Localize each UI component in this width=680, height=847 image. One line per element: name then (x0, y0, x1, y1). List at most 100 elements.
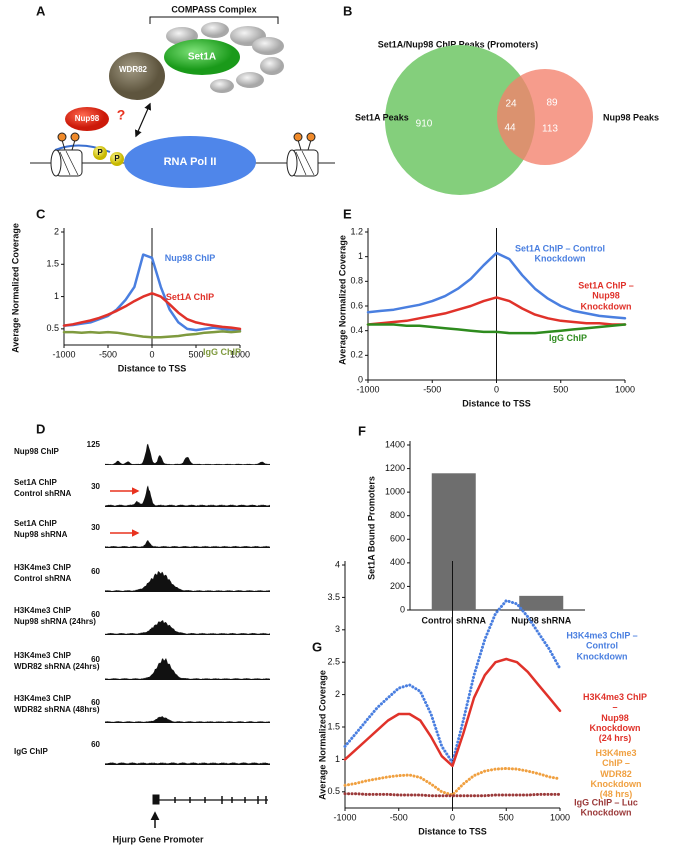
series-label: IgG ChIP (203, 346, 241, 357)
series-label: Set1A ChIP – Nup98 Knockdown (578, 280, 634, 312)
track-scale: 60 (91, 740, 100, 749)
track-label: Set1A ChIP Control shRNA (14, 478, 72, 498)
y-tick-label: 0 (400, 604, 405, 614)
phospho-label: P (114, 154, 120, 163)
gene-model (152, 794, 268, 805)
interaction-arrow (135, 102, 151, 138)
y-tick-label: 3 (335, 624, 340, 634)
panel-letter: D (36, 421, 45, 436)
venn-nup98 (497, 69, 593, 165)
series-line (343, 657, 562, 768)
wdr82-shape (109, 52, 165, 100)
track-label: Nup98 ChIP (14, 447, 59, 456)
track-signal (105, 762, 270, 765)
x-tick-label: -500 (423, 384, 441, 394)
y-tick-label: 1.5 (327, 721, 340, 731)
x-tick-label: 0 (494, 384, 499, 394)
venn-count: 910 (416, 119, 433, 130)
y-axis-title: Average Normalized Coverage (10, 223, 20, 353)
x-tick-label: 1000 (615, 384, 635, 394)
y-tick-label: 1.5 (46, 259, 59, 269)
venn-set1a (385, 45, 535, 195)
x-axis-title: Distance to TSS (118, 363, 187, 373)
complex-label: COMPASS Complex (171, 4, 256, 14)
x-tick-label: -1000 (356, 384, 379, 394)
track-signal (105, 620, 270, 635)
series-label: Nup98 ChIP (164, 252, 216, 263)
track-label: H3K4me3 ChIP WDR82 shRNA (48hrs) (14, 694, 100, 714)
track-scale: 60 (91, 698, 100, 707)
y-tick-label: 1200 (385, 463, 405, 473)
x-tick-label: 500 (553, 384, 568, 394)
x-tick-label: 0 (450, 812, 455, 822)
venn-count: 113 (542, 124, 558, 135)
panel-letter: F (358, 423, 366, 438)
bar (431, 473, 476, 610)
y-tick-label: 1 (54, 291, 59, 301)
set1a-shape (164, 39, 240, 75)
complex-blobs (166, 22, 284, 93)
panel-letter: B (343, 3, 352, 18)
x-tick-label: -1000 (333, 812, 356, 822)
track-scale: 60 (91, 567, 100, 576)
series-label: IgG ChIP – Luc Knockdown (574, 797, 638, 818)
wdr82-label: WDR82 (119, 65, 148, 74)
panel-letter: E (343, 206, 352, 221)
nup98-shape (65, 107, 109, 131)
y-tick-label: 200 (390, 581, 405, 591)
series-label: H3K4me3 ChIP – WDR82 Knockdown (48 hrs) (590, 748, 642, 800)
x-tick-label: 500 (499, 812, 514, 822)
series-line (366, 323, 627, 335)
series-label: H3K4me3 ChIP – Control Knockdown (566, 630, 638, 662)
series-label: Set1A ChIP – Control Knockdown (514, 243, 605, 264)
y-axis-title: Set1A Bound Promoters (366, 476, 376, 580)
panel-letter: G (312, 639, 322, 654)
series-label: IgG ChIP (549, 332, 587, 343)
track-scale: 60 (91, 610, 100, 619)
series-line (62, 253, 242, 332)
track-signal (105, 540, 270, 548)
y-tick-label: 600 (390, 534, 405, 544)
y-tick-label: 800 (390, 510, 405, 520)
track-signal (105, 571, 270, 592)
x-tick-label: -500 (390, 812, 408, 822)
nup98-label: Nup98 (75, 114, 100, 123)
track-signal (105, 716, 270, 723)
y-tick-label: 0.5 (46, 323, 59, 333)
series-line (366, 251, 627, 320)
panel-letter: C (36, 206, 46, 221)
x-tick-label: 0 (149, 349, 154, 359)
venn-right-label: Nup98 Peaks (603, 112, 659, 122)
y-tick-label: 0.4 (350, 325, 363, 335)
pol-shape (124, 136, 256, 188)
bar (519, 595, 564, 610)
series-line (62, 330, 242, 339)
venn-left-label: Set1A Peaks (355, 112, 409, 122)
y-tick-label: 3.5 (327, 592, 340, 602)
question-mark: ? (117, 107, 126, 123)
y-tick-label: 1400 (385, 439, 405, 449)
y-tick-label: 0.8 (350, 276, 363, 286)
y-tick-label: 1000 (385, 487, 405, 497)
y-tick-label: 4 (335, 559, 340, 569)
series-line (62, 292, 242, 331)
panel-d: D Hjurp Gene Promoter (36, 421, 268, 844)
track-signal (105, 658, 270, 680)
track-scale: 30 (91, 482, 100, 491)
track-label: H3K4me3 ChIP Control shRNA (14, 563, 72, 583)
set1a-label: Set1A (188, 52, 216, 63)
x-tick-label: Nup98 shRNA (511, 615, 572, 625)
x-axis-title: Distance to TSS (462, 398, 531, 408)
y-axis-title: Average Normalized Coverage (337, 235, 347, 365)
track-label: H3K4me3 ChIP WDR82 shRNA (24hrs) (14, 651, 100, 671)
x-tick-label: -1000 (52, 349, 75, 359)
y-tick-label: 400 (390, 557, 405, 567)
track-signal (105, 443, 270, 465)
y-tick-label: 0.5 (327, 786, 340, 796)
histone-marks (57, 132, 316, 151)
track-scale: 125 (87, 440, 101, 449)
series-line (343, 792, 562, 798)
y-tick-label: 2 (54, 226, 59, 236)
